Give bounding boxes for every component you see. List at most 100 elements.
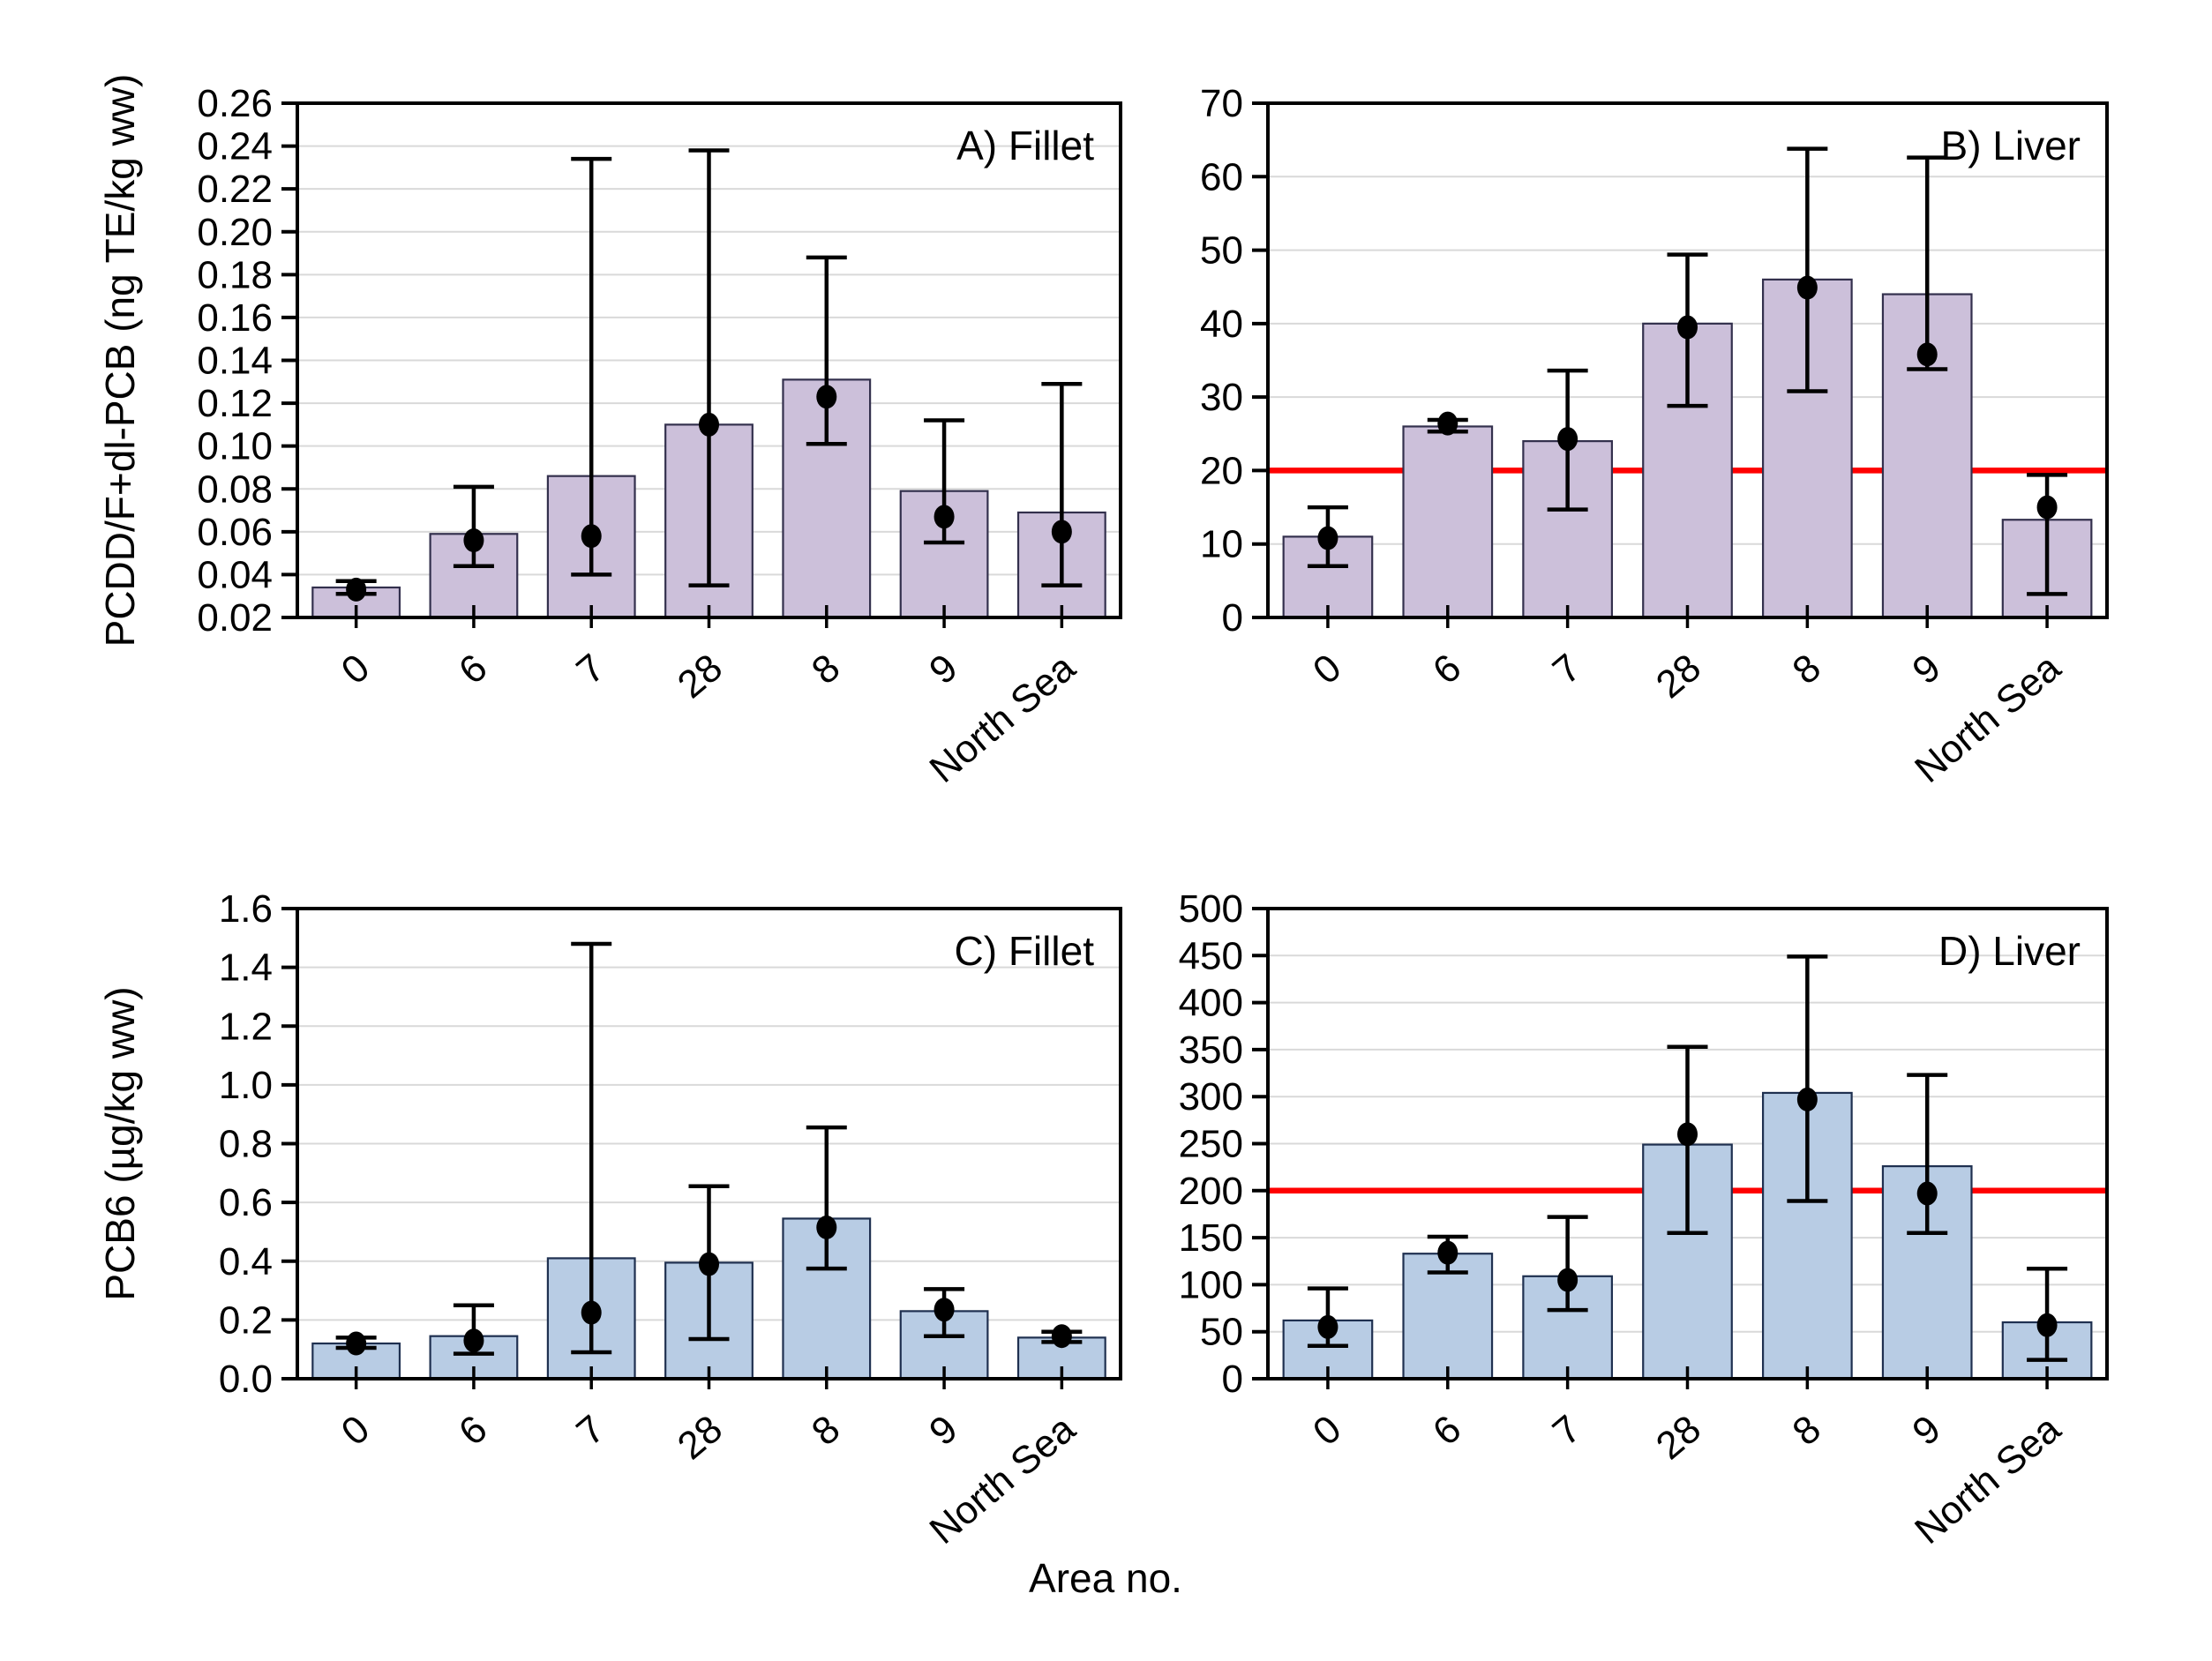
x-tick-label: 0	[1305, 646, 1349, 692]
data-point	[699, 412, 719, 437]
x-tick-label: 9	[921, 1407, 965, 1454]
panel-a: 0.020.040.060.080.100.120.140.160.180.20…	[97, 74, 1122, 791]
x-tick-label: 7	[568, 1407, 612, 1454]
y-tick-label: 450	[1179, 934, 1243, 977]
error-bars	[335, 148, 1083, 602]
data-point	[1557, 1268, 1578, 1292]
y-tick-label: 0.12	[197, 382, 273, 425]
panel-title: D) Liver	[1938, 928, 2081, 974]
data-point	[581, 1300, 602, 1325]
x-tick-label: 28	[1648, 1407, 1709, 1468]
data-point	[1796, 275, 1818, 300]
y-tick-label: 100	[1179, 1263, 1243, 1306]
x-tick-label: 6	[1425, 646, 1469, 692]
plot-frame	[296, 101, 1122, 619]
y-tick-label: 60	[1200, 155, 1243, 198]
y-tick-label: 0.10	[197, 425, 273, 468]
bars	[311, 378, 1106, 619]
y-axis-label: PCB6 (µg/kg ww)	[97, 986, 143, 1300]
error-bars	[1307, 146, 2068, 596]
y-tick-label: 70	[1200, 82, 1243, 125]
panel-title: B) Liver	[1941, 123, 2081, 168]
y-tick-label: 0.08	[197, 468, 273, 511]
x-tick-label: 7	[1545, 1407, 1589, 1454]
data-point	[1317, 1314, 1338, 1339]
plot-frame	[1266, 101, 2109, 619]
x-tick-label: 0	[334, 646, 378, 692]
bar-d-1	[1402, 1253, 1494, 1380]
y-tick-label: 1.2	[219, 1005, 273, 1048]
y-tick-label: 0.2	[219, 1298, 273, 1342]
y-axis: 0.0 0.2 0.4 0.6 0.8 1.0 1.2 1.4 1.6	[219, 887, 297, 1401]
y-tick-label: 0.24	[197, 125, 273, 168]
data-point	[2036, 495, 2058, 520]
y-tick-label: 150	[1179, 1216, 1243, 1260]
y-tick-label: 40	[1200, 303, 1243, 346]
y-tick-label: 0.26	[197, 82, 273, 125]
y-tick-label: 0	[1222, 1358, 1243, 1401]
x-tick-label: 9	[1904, 646, 1948, 692]
data-point	[346, 577, 367, 602]
x-tick-label: 8	[804, 646, 848, 692]
x-axis-label: Area no.	[1029, 1555, 1182, 1601]
x-tick-label: 7	[568, 646, 612, 692]
data-point	[1557, 427, 1578, 452]
y-tick-label: 400	[1179, 982, 1243, 1025]
panel-title: C) Fillet	[955, 928, 1095, 974]
y-tick-label: 0	[1222, 596, 1243, 640]
y-tick-label: 0.4	[219, 1240, 273, 1283]
y-tick-label: 0.06	[197, 511, 273, 554]
error-bars	[335, 941, 1083, 1356]
y-tick-label: 0.16	[197, 296, 273, 340]
y-axis: 0.020.040.060.080.100.120.140.160.180.20…	[197, 82, 297, 640]
x-tick-label: 6	[1425, 1407, 1469, 1454]
x-tick-label: 8	[804, 1407, 848, 1454]
data-point	[1317, 526, 1338, 550]
x-tick-label: 0	[334, 1407, 378, 1454]
y-tick-label: 1.6	[219, 887, 273, 931]
data-point	[1051, 1324, 1072, 1349]
data-point	[816, 1215, 837, 1239]
x-tick-label: 8	[1785, 1407, 1829, 1454]
data-point	[1437, 411, 1458, 436]
data-point	[1051, 520, 1072, 544]
x-tick-label: 8	[1785, 646, 1829, 692]
y-tick-label: 10	[1200, 523, 1243, 566]
y-tick-label: 20	[1200, 449, 1243, 492]
x-tick-label: 28	[1648, 646, 1709, 707]
plot-frame	[1266, 907, 2109, 1380]
bar-b-1	[1402, 425, 1494, 619]
data-point	[934, 505, 955, 529]
x-tick-label: 9	[1904, 1407, 1948, 1454]
x-tick-label: 6	[451, 646, 495, 692]
data-point	[1916, 1181, 1938, 1206]
y-tick-label: 0.20	[197, 211, 273, 254]
y-tick-label: 200	[1179, 1170, 1243, 1213]
x-tick-label: 7	[1545, 646, 1589, 692]
y-tick-label: 50	[1200, 229, 1243, 273]
data-point	[1796, 1087, 1818, 1111]
panel-title: A) Fillet	[956, 123, 1094, 168]
y-tick-label: 0.0	[219, 1358, 273, 1401]
y-tick-label: 0.18	[197, 253, 273, 296]
y-tick-label: 300	[1179, 1075, 1243, 1119]
plot-frame	[296, 907, 1122, 1380]
data-point	[2036, 1313, 2058, 1337]
y-tick-label: 0.22	[197, 168, 273, 211]
y-tick-label: 1.4	[219, 946, 273, 990]
y-tick-label: 0.04	[197, 553, 273, 596]
data-point	[463, 528, 484, 553]
y-axis-label: PCDD/F+dl-PCB (ng TE/kg ww)	[97, 74, 143, 647]
x-tick-label: 9	[921, 646, 965, 692]
data-point	[816, 385, 837, 409]
data-point	[1437, 1240, 1458, 1265]
bars	[1282, 1091, 2093, 1380]
